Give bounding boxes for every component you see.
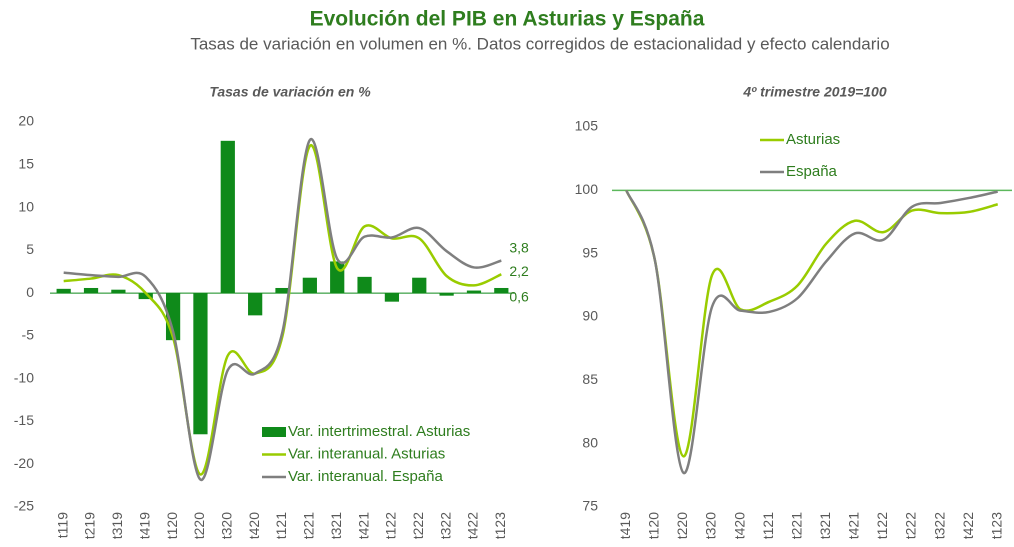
y-tick-label: 0 — [26, 284, 34, 300]
x-tick-label: t123 — [988, 512, 1004, 539]
x-tick-label: t320 — [218, 512, 234, 539]
x-tick-label: t420 — [246, 512, 262, 539]
bar — [357, 276, 372, 294]
y-tick-label: 15 — [18, 155, 34, 171]
legend-label: España — [786, 163, 838, 180]
x-tick-label: t222 — [410, 512, 426, 539]
bar — [248, 293, 263, 316]
x-tick-label: t320 — [703, 512, 719, 539]
bar — [384, 293, 400, 302]
x-tick-label: t322 — [931, 512, 947, 539]
x-tick-label: t322 — [437, 512, 453, 539]
bar — [56, 288, 71, 294]
line — [625, 189, 999, 458]
y-tick-label: 5 — [26, 241, 34, 257]
y-tick-label: 90 — [582, 308, 598, 324]
y-tick-label: 100 — [575, 181, 599, 197]
data-label: 2,2 — [509, 263, 529, 279]
bar — [83, 287, 99, 294]
x-tick-label: t121 — [273, 512, 289, 539]
x-tick-label: t421 — [846, 512, 862, 539]
y-tick-label: 80 — [582, 434, 598, 450]
bar — [220, 140, 235, 294]
x-tick-label: t222 — [903, 512, 919, 539]
x-tick-label: t221 — [301, 512, 317, 539]
bar — [412, 277, 427, 294]
x-tick-label: t421 — [355, 512, 371, 539]
y-tick-label: 75 — [582, 498, 598, 514]
legend-marker — [262, 427, 286, 437]
y-tick-label: -20 — [14, 455, 34, 471]
x-tick-label: t120 — [164, 512, 180, 539]
line — [63, 138, 502, 481]
y-tick-label: 105 — [575, 118, 599, 134]
x-tick-label: t122 — [874, 512, 890, 539]
legend-label: Var. interanual. España — [288, 468, 443, 485]
x-tick-label: t319 — [109, 512, 125, 539]
x-tick-label: t221 — [788, 512, 804, 539]
y-tick-label: 95 — [582, 244, 598, 260]
x-tick-label: t219 — [82, 512, 98, 539]
y-tick-label: 85 — [582, 371, 598, 387]
subtitle: Tasas de variación en volumen en %. Dato… — [190, 34, 889, 53]
bar — [275, 287, 290, 294]
x-tick-label: t419 — [136, 512, 152, 539]
x-tick-label: t321 — [328, 512, 344, 539]
y-tick-label: -15 — [14, 412, 34, 428]
y-tick-label: 20 — [18, 113, 34, 129]
legend-label: Var. intertrimestral. Asturias — [288, 423, 470, 440]
x-tick-label: t119 — [54, 512, 70, 538]
y-tick-label: 10 — [18, 198, 34, 214]
data-label: 3,8 — [509, 239, 529, 255]
line — [625, 189, 998, 475]
x-tick-label: t321 — [817, 512, 833, 539]
bar — [439, 293, 454, 296]
panel-title: Tasas de variación en % — [209, 84, 371, 100]
legend-label: Var. interanual. Asturias — [288, 445, 445, 462]
bar — [466, 290, 482, 294]
bar — [494, 287, 509, 294]
x-tick-label: t122 — [383, 512, 399, 539]
bar — [302, 277, 317, 294]
bar — [111, 289, 126, 294]
x-tick-label: t422 — [960, 512, 976, 539]
x-tick-label: t220 — [191, 512, 207, 539]
bar — [193, 293, 208, 435]
x-tick-label: t121 — [760, 512, 776, 539]
legend-label: Asturias — [786, 131, 840, 148]
x-tick-label: t123 — [492, 512, 508, 539]
y-tick-label: -5 — [22, 327, 35, 343]
x-tick-label: t420 — [731, 512, 747, 539]
title: Evolución del PIB en Asturias y España — [310, 8, 705, 31]
y-tick-label: -25 — [14, 498, 34, 514]
x-tick-label: t422 — [465, 512, 481, 539]
x-tick-label: t220 — [674, 512, 690, 539]
y-tick-label: -10 — [14, 369, 34, 385]
panel-title: 4º trimestre 2019=100 — [742, 84, 886, 100]
bar — [138, 293, 153, 300]
x-tick-label: t120 — [646, 512, 662, 539]
data-label: 0,6 — [509, 289, 529, 305]
x-tick-label: t419 — [617, 512, 633, 539]
